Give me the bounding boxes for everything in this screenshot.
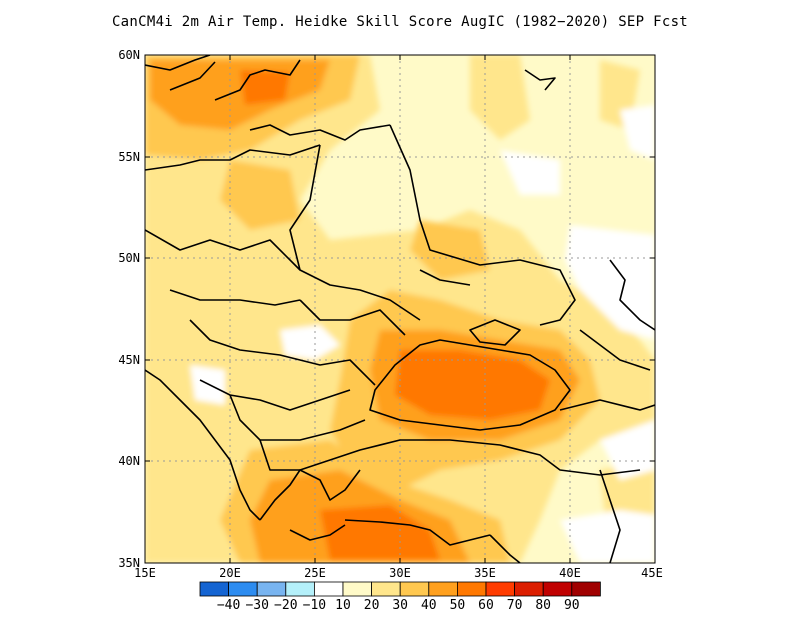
- colorbar-label: 80: [535, 598, 552, 613]
- colorbar-swatch: [199, 581, 230, 597]
- colorbar-swatch: [313, 581, 344, 597]
- colorbar-label: 70: [506, 598, 523, 613]
- colorbar-swatch: [485, 581, 516, 597]
- colorbar-swatch: [456, 581, 487, 597]
- lon-label-25e: 25E: [304, 566, 326, 580]
- colorbar-swatch: [399, 581, 430, 597]
- colorbar-label: −40: [216, 598, 241, 613]
- lat-label-55n: 55N: [118, 150, 140, 164]
- map-title: CanCM4i 2m Air Temp. Heidke Skill Score …: [111, 14, 689, 30]
- colorbar-swatch: [342, 581, 373, 597]
- colorbar-label: 40: [420, 598, 437, 613]
- colorbar-swatch: [371, 581, 401, 597]
- lon-label-20e: 20E: [219, 566, 241, 580]
- lon-label-45e: 45E: [641, 566, 663, 580]
- colorbar-label: −30: [245, 598, 269, 613]
- lat-label-60n: 60N: [118, 48, 140, 62]
- lon-label-15e: 15E: [134, 566, 156, 580]
- colorbar-swatch: [542, 581, 573, 597]
- colorbar-swatch: [285, 581, 315, 597]
- colorbar-swatch: [571, 581, 601, 597]
- colorbar-label: 10: [335, 598, 351, 613]
- lon-label-40e: 40E: [559, 566, 581, 580]
- lat-label-50n: 50N: [118, 251, 140, 265]
- colorbar: [199, 581, 601, 597]
- lat-label-35n: 35N: [118, 556, 140, 570]
- colorbar-swatch: [228, 581, 258, 597]
- colorbar-label: 90: [563, 598, 580, 613]
- colorbar-label: 50: [449, 598, 466, 613]
- colorbar-swatch: [428, 581, 458, 597]
- lat-label-40n: 40N: [118, 454, 140, 468]
- colorbar-label: −20: [274, 598, 298, 613]
- colorbar-swatch: [514, 581, 544, 597]
- colorbar-label: 20: [363, 598, 380, 613]
- colorbar-label: 30: [392, 598, 409, 613]
- axis-ticks: [144, 54, 656, 564]
- colorbar-label: 60: [478, 598, 494, 613]
- colorbar-label: −10: [302, 598, 327, 613]
- lon-label-35e: 35E: [474, 566, 496, 580]
- lon-label-30e: 30E: [389, 566, 411, 580]
- colorbar-swatch: [256, 581, 287, 597]
- lat-label-45n: 45N: [118, 353, 140, 367]
- country-borders: [145, 55, 655, 563]
